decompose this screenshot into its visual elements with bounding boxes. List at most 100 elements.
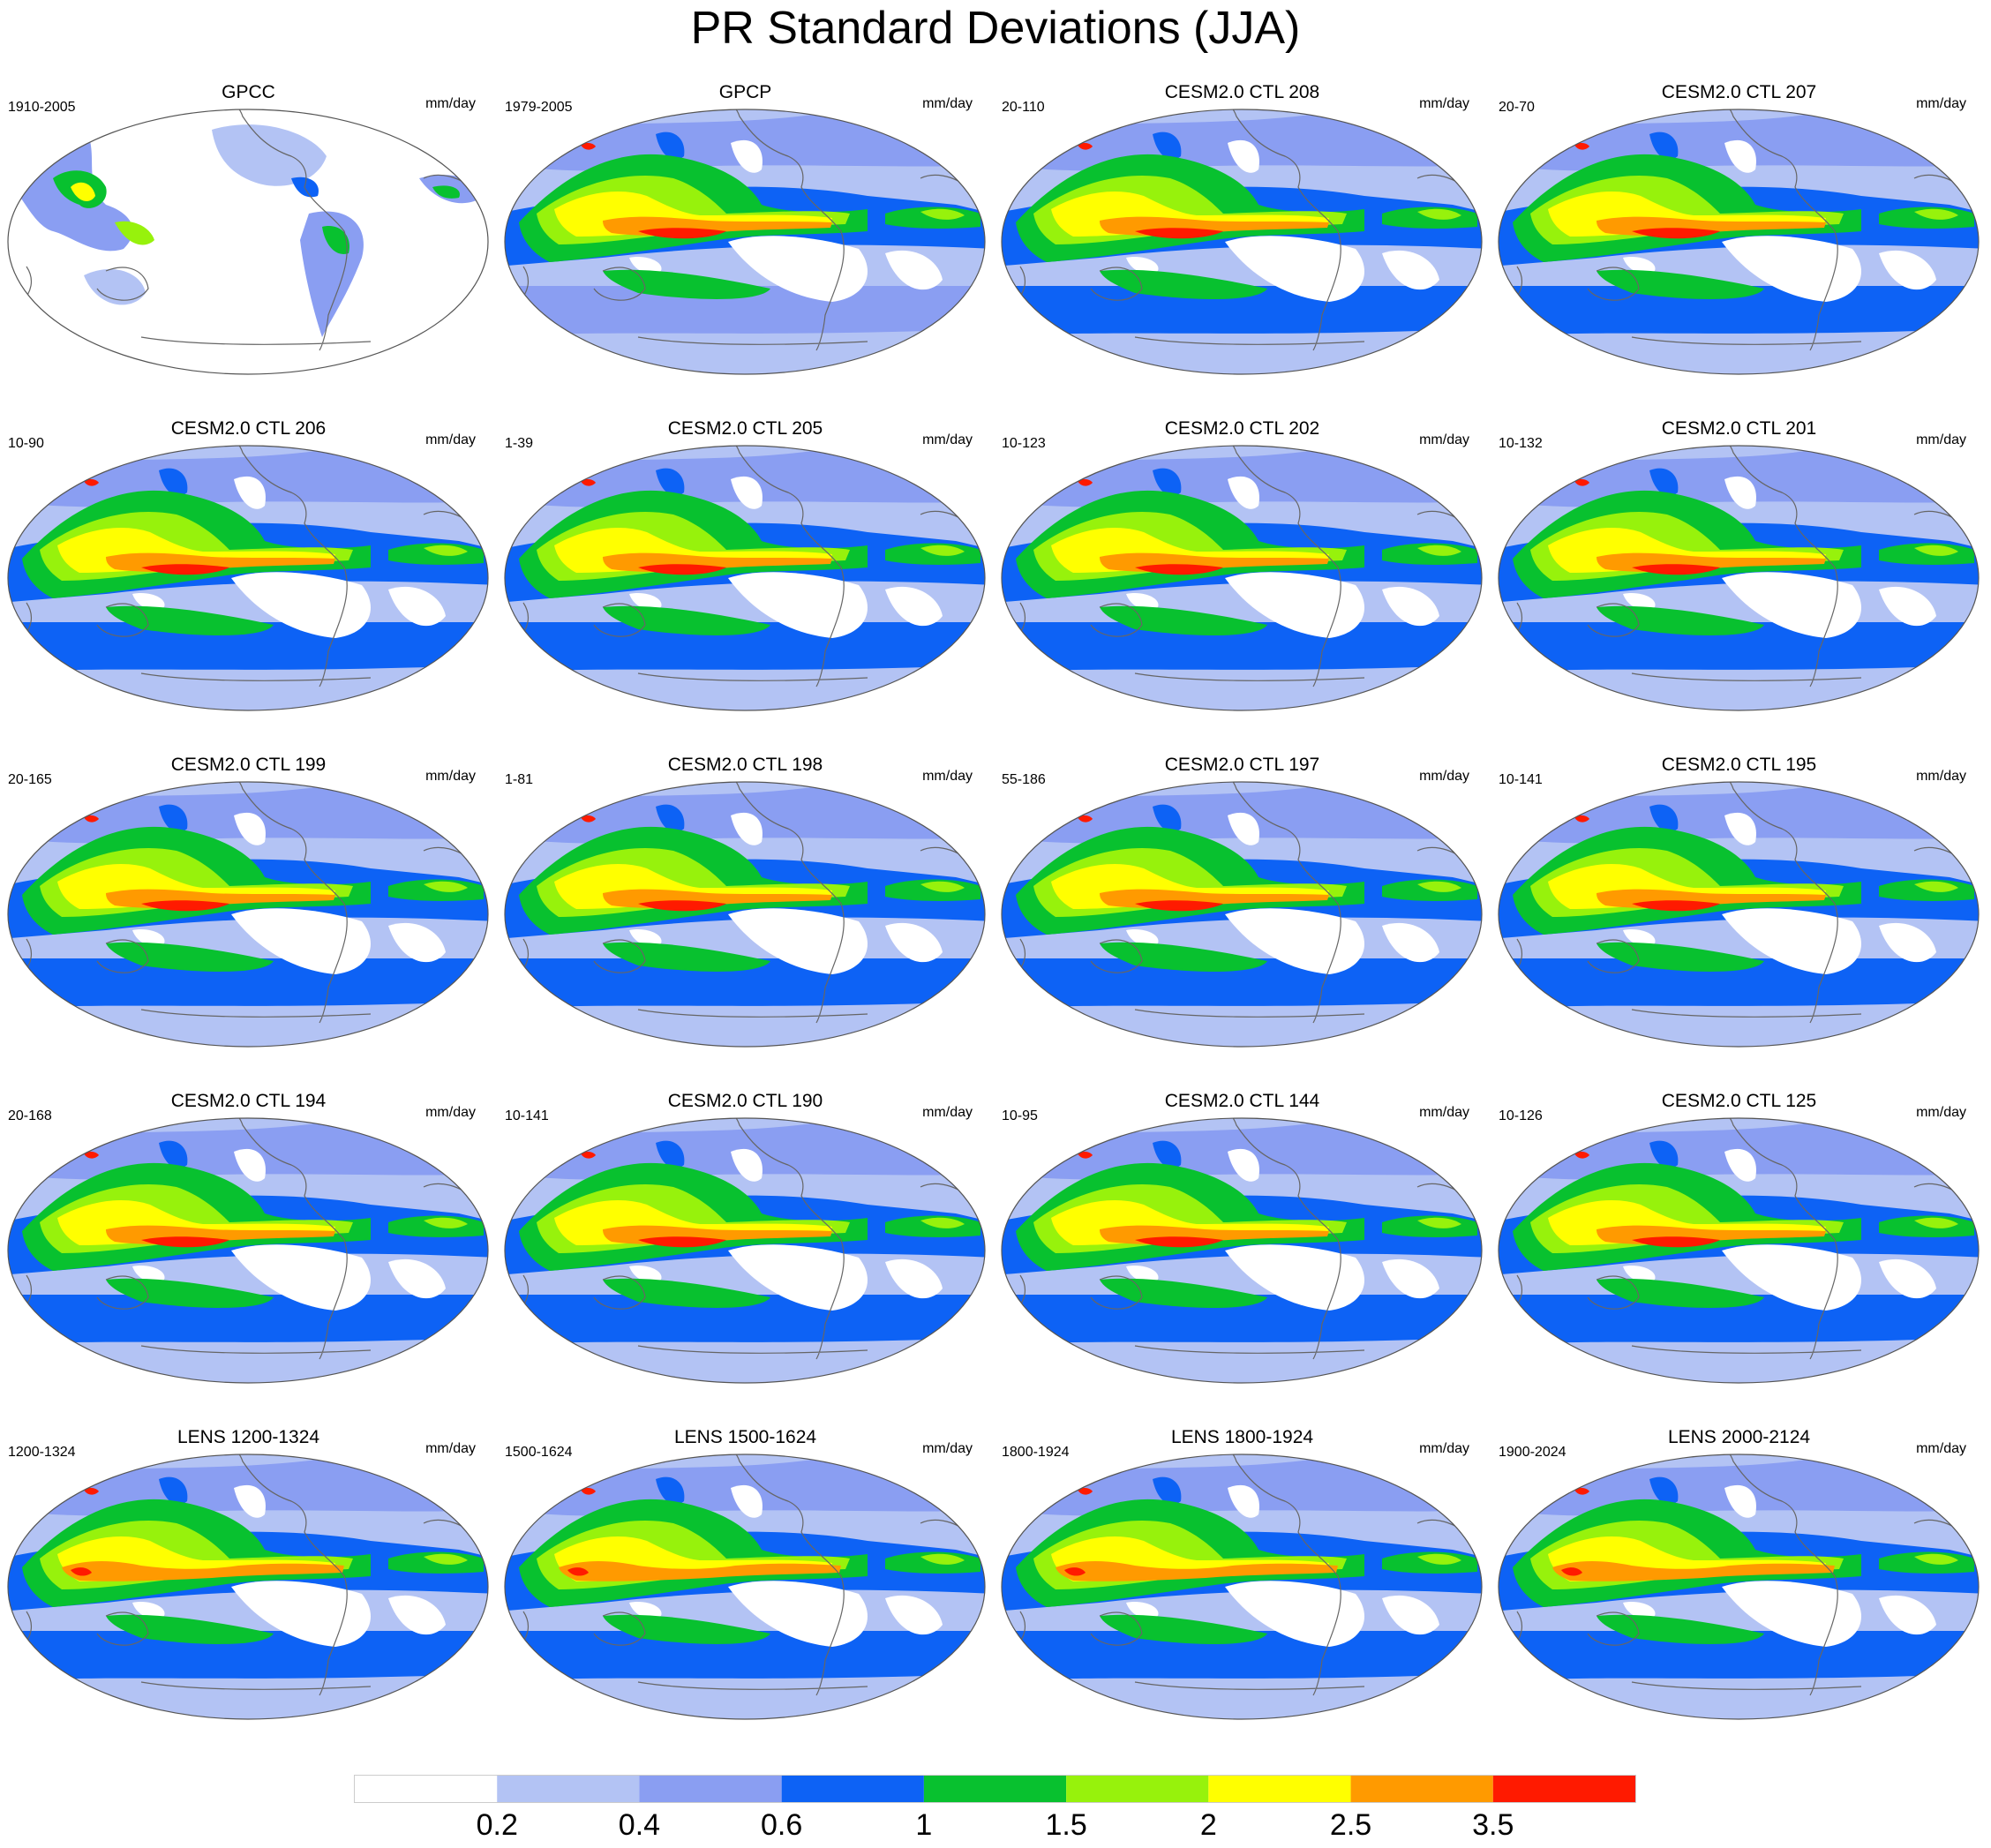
coastline	[518, 109, 974, 351]
southern-ocean-field	[1499, 665, 1979, 710]
map-border	[1001, 781, 1483, 1048]
atlantic-itcz-core-field	[1417, 208, 1461, 220]
panel-title: CESM2.0 CTL 205	[667, 418, 823, 439]
spcz-field	[106, 605, 274, 635]
spcz-field	[1100, 269, 1267, 299]
coastline	[1512, 446, 1968, 687]
himalaya-peak-field	[84, 478, 99, 486]
map-panel: CESM2.0 CTL 202 10-123 mm/day	[994, 417, 1491, 755]
world-map	[504, 1454, 986, 1720]
atlantic-itcz-core-field	[424, 881, 468, 892]
panel-title: CESM2.0 CTL 207	[1661, 82, 1817, 102]
peak-variance-field	[1056, 1561, 1338, 1581]
map-panel: LENS 1200-1324 1200-1324 mm/day	[0, 1426, 497, 1763]
coastline	[518, 1454, 974, 1696]
maximum-variance-field	[1135, 564, 1223, 575]
maximum-variance-field	[638, 1236, 726, 1248]
southern-ocean-field	[8, 1001, 488, 1047]
south-atlantic-dry-field	[388, 1595, 446, 1635]
coastline	[518, 1118, 974, 1360]
atlantic-itcz-core-field	[1914, 1217, 1958, 1228]
colorbar-swatch	[781, 1776, 924, 1802]
colorbar-swatch	[1066, 1776, 1209, 1802]
map-border	[7, 1117, 489, 1384]
world-map	[1498, 781, 1980, 1048]
south-atlantic-dry-field	[388, 922, 446, 963]
coastline	[21, 1118, 477, 1360]
map-border	[7, 781, 489, 1048]
atlantic-itcz-core-field	[920, 881, 965, 892]
panel-units: mm/day	[1916, 432, 1966, 447]
north-pacific-dry-field	[731, 139, 763, 173]
himalaya-peak-field	[1078, 815, 1093, 823]
world-map	[1001, 1117, 1483, 1384]
coastline	[1015, 1118, 1471, 1360]
world-map	[1001, 781, 1483, 1048]
coastline	[21, 1454, 477, 1696]
world-map	[1498, 445, 1980, 711]
panel-units: mm/day	[425, 96, 476, 111]
map-panel: CESM2.0 CTL 198 1-81 mm/day	[497, 754, 994, 1091]
atlantic-itcz-core-field	[920, 545, 965, 556]
colorbar-swatch	[1492, 1776, 1635, 1802]
world-map	[504, 109, 986, 375]
panel-title: CESM2.0 CTL 198	[667, 755, 823, 775]
south-atlantic-dry-field	[885, 250, 943, 290]
north-pacific-dry-field	[234, 1148, 266, 1182]
map-border	[1498, 1454, 1980, 1720]
colorbar-tick-label: 0.6	[761, 1808, 803, 1842]
panel-title: CESM2.0 CTL 199	[170, 755, 327, 775]
peak-variance-field	[1552, 1561, 1835, 1581]
panel-units: mm/day	[922, 1441, 973, 1456]
coastline	[21, 109, 477, 351]
north-pacific-band-field	[1649, 804, 1679, 832]
himalaya-peak-field	[84, 815, 99, 823]
panel-years: 55-186	[1002, 772, 1046, 787]
panel-years: 20-165	[8, 772, 52, 787]
north-america-land-field	[212, 124, 327, 186]
north-pacific-dry-field	[1724, 812, 1756, 845]
coastline	[1512, 1454, 1968, 1696]
indian-ocean-dry-field	[1623, 593, 1656, 610]
himalaya-peak-field	[1574, 815, 1589, 823]
atlantic-itcz-core-field	[1417, 1553, 1461, 1565]
south-atlantic-dry-field	[1879, 586, 1936, 627]
maximum-variance-field	[141, 1236, 229, 1248]
colorbar-tick-label: 2	[1199, 1808, 1217, 1842]
southern-ocean-field	[8, 1337, 488, 1383]
spcz-field	[603, 1614, 770, 1644]
panel-units: mm/day	[1916, 1105, 1966, 1120]
himalaya-peak-field	[581, 1151, 596, 1159]
map-border	[1498, 445, 1980, 711]
indian-ocean-dry-field	[1623, 929, 1656, 946]
spcz-field	[603, 605, 770, 635]
indian-ocean-dry-field	[629, 1602, 662, 1619]
map-panel: LENS 1800-1924 1800-1924 mm/day	[994, 1426, 1491, 1763]
southern-ocean-field	[1002, 665, 1482, 710]
southern-ocean-field	[505, 1337, 985, 1383]
panel-units: mm/day	[1419, 769, 1469, 784]
southeast-pacific-dry-field	[1225, 236, 1364, 302]
atlantic-itcz-core-field	[424, 1553, 468, 1565]
north-pacific-band-field	[159, 1476, 188, 1505]
coastline	[1512, 782, 1968, 1024]
south-atlantic-dry-field	[388, 586, 446, 627]
panel-units: mm/day	[425, 1105, 476, 1120]
north-pacific-band-field	[656, 468, 685, 496]
panel-years: 1200-1324	[8, 1445, 76, 1460]
map-border	[504, 1454, 986, 1720]
north-pacific-band-field	[1153, 1140, 1182, 1168]
north-pacific-dry-field	[1228, 1148, 1259, 1182]
north-pacific-band-field	[159, 804, 188, 832]
himalaya-peak-field	[581, 815, 596, 823]
atlantic-itcz-core-field	[1914, 881, 1958, 892]
spcz-field	[1597, 269, 1764, 299]
north-pacific-dry-field	[1228, 476, 1259, 509]
indian-ocean-dry-field	[1623, 1602, 1656, 1619]
north-pacific-band-field	[1649, 468, 1679, 496]
panel-units: mm/day	[922, 432, 973, 447]
north-pacific-dry-field	[1228, 139, 1259, 173]
map-border	[504, 445, 986, 711]
maximum-variance-field	[1135, 228, 1223, 239]
monsoon-peak-field	[71, 182, 95, 201]
